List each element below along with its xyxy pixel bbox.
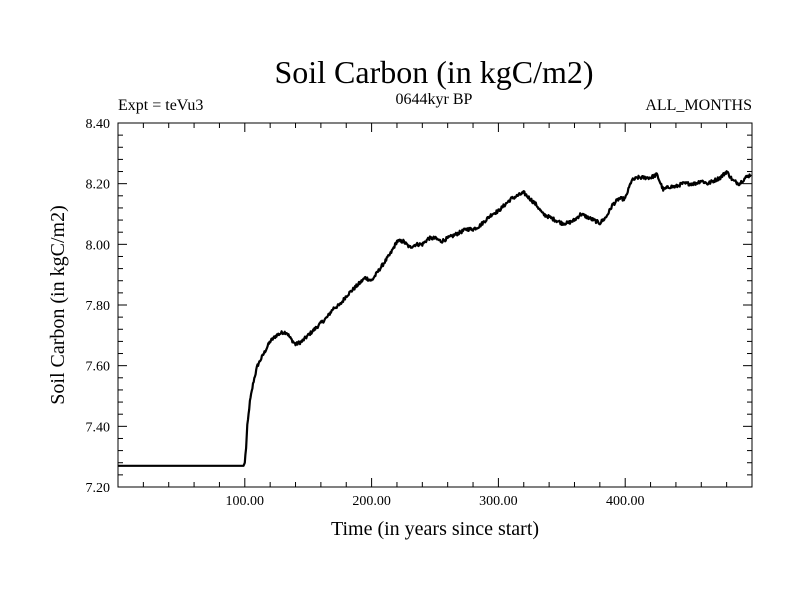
plot-frame: [117, 122, 753, 488]
y-tick-label: 7.40: [86, 420, 111, 435]
y-tick-label: 7.80: [86, 299, 111, 314]
chart-title: Soil Carbon (in kgC/m2): [274, 54, 593, 90]
subtitle-experiment: Expt = teVu3: [118, 97, 203, 114]
x-tick-label: 100.00: [226, 494, 265, 509]
y-tick-label: 8.20: [86, 178, 111, 193]
soil-carbon-series-line: [117, 170, 752, 467]
axis-tick-labels: 100.00 200.00 300.00 400.00 7.20 7.40 7.60 7.80…: [86, 117, 645, 509]
x-tick-label: 200.00: [352, 494, 391, 509]
x-axis-label: Time (in years since start): [331, 518, 539, 540]
y-tick-label: 7.60: [86, 360, 111, 375]
axis-ticks: [118, 123, 752, 487]
x-tick-label: 400.00: [606, 494, 645, 509]
subtitle-months: ALL_MONTHS: [645, 97, 752, 114]
y-tick-label: 7.20: [86, 481, 111, 496]
x-tick-label: 300.00: [479, 494, 518, 509]
subtitle-period: 0644kyr BP: [396, 91, 473, 108]
y-axis-label: Soil Carbon (in kgC/m2): [47, 205, 69, 404]
y-tick-label: 8.40: [86, 117, 111, 132]
y-tick-label: 8.00: [86, 238, 111, 253]
